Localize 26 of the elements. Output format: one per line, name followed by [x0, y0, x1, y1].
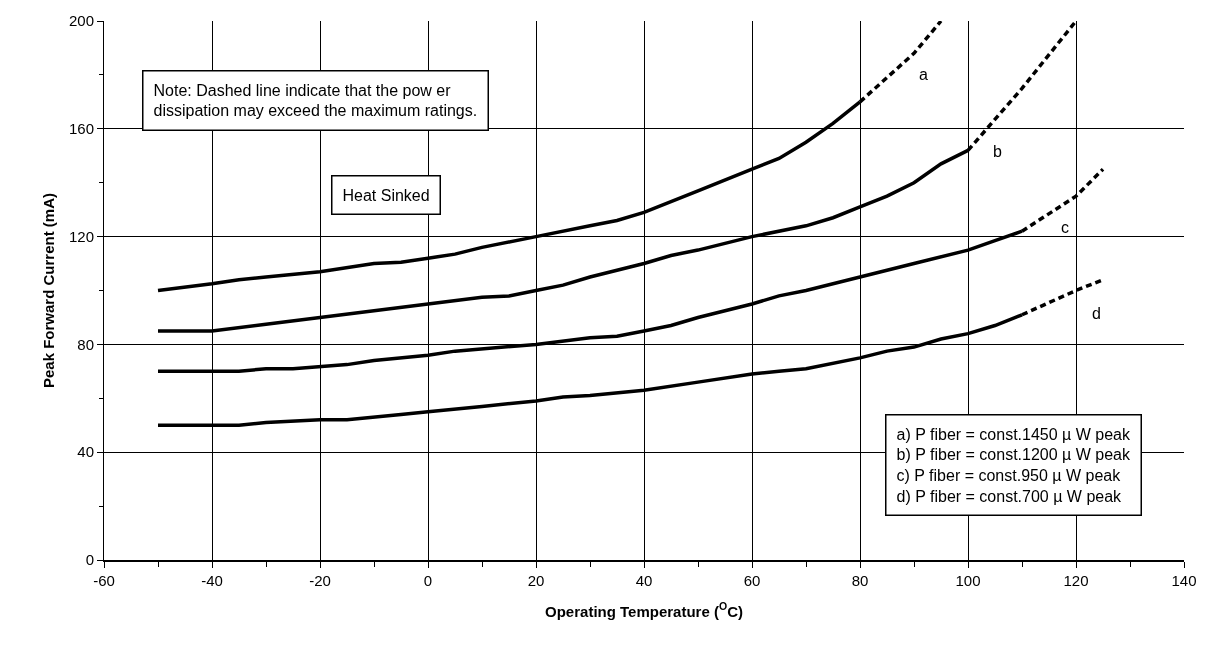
x-tick-label: -20	[309, 572, 331, 589]
annotation: a	[919, 66, 928, 83]
y-tick-label: 80	[77, 335, 94, 353]
x-tick-label: 140	[1171, 572, 1197, 589]
x-axis-title: Operating Temperature ($^{O}$C)	[545, 600, 743, 620]
x-tick-label: 100	[955, 572, 981, 589]
annotation: b	[993, 143, 1002, 160]
y-tick-label: 200	[68, 12, 94, 30]
x-tick-label: 20	[527, 572, 545, 589]
x-tick-label: 0	[423, 572, 433, 589]
x-tick-label: 120	[1063, 572, 1089, 589]
x-tick-label: -40	[201, 572, 223, 589]
annotation: a) P fiber = const.1450 µ W peak b) P fiber = const.1200 µ W peak c) P fiber = const.950 µ W peak d) P fiber = const.700 µ W peak	[896, 425, 1131, 505]
y-tick-label: 0	[85, 551, 94, 569]
annotation: c	[1061, 219, 1069, 236]
y-tick-label: 120	[68, 227, 94, 245]
y-tick-label: 40	[77, 443, 94, 461]
annotation: Note: Dashed line indicate that the pow er dissipation may exceed the maximum ratings.	[153, 81, 478, 120]
annotation: d	[1092, 305, 1101, 322]
annotation: Heat Sinked	[342, 186, 430, 204]
x-tick-label: 40	[635, 572, 653, 589]
x-tick-label: 60	[743, 572, 761, 589]
y-axis-title: Peak Forward Current (mA)	[40, 192, 58, 389]
x-tick-label: 80	[851, 572, 869, 589]
y-tick-label: 160	[68, 120, 94, 138]
x-tick-label: -60	[93, 572, 115, 589]
